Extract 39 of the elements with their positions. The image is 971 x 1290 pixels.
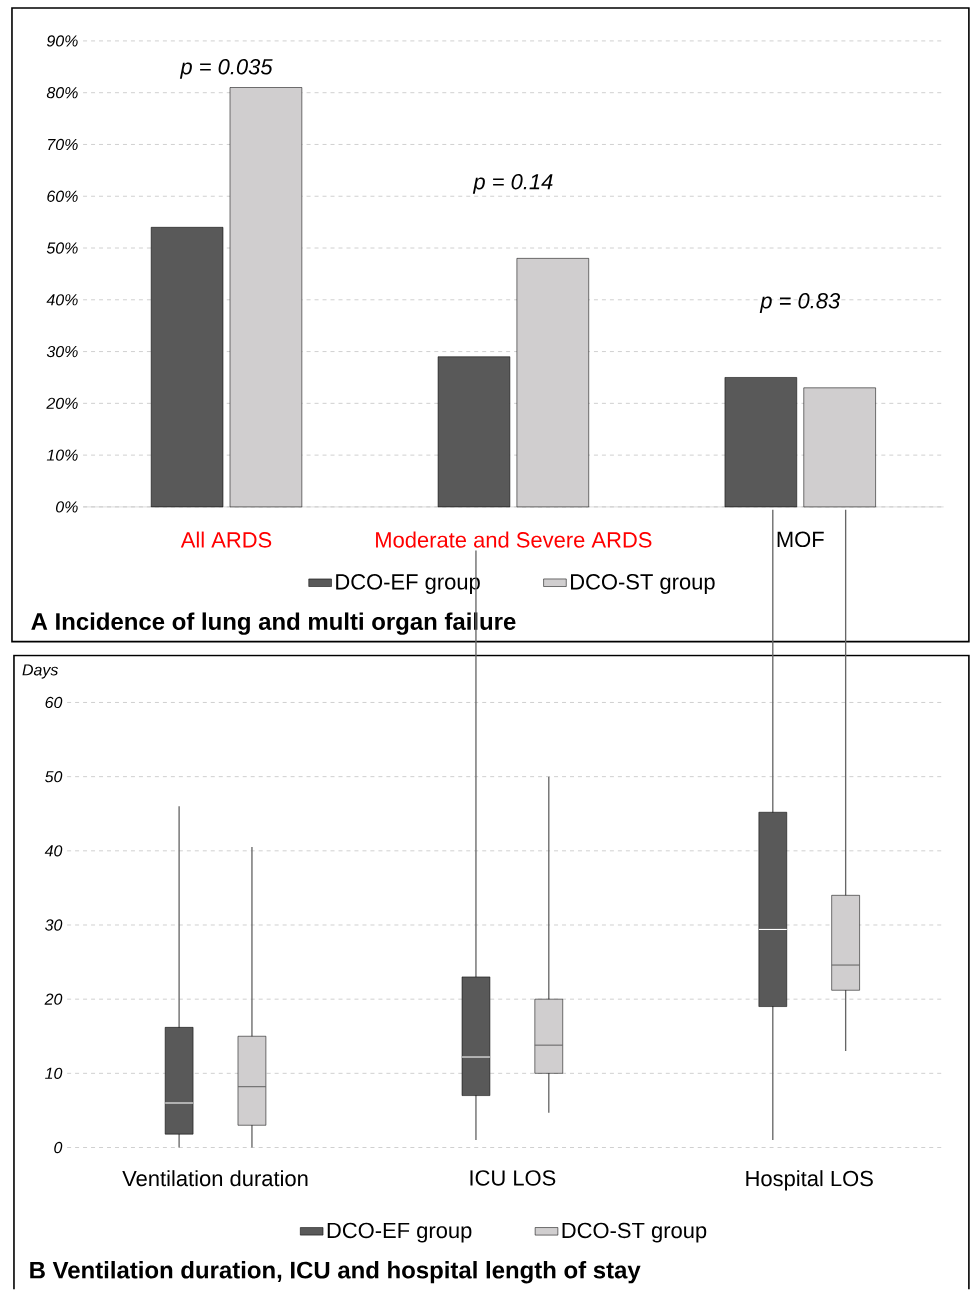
x-tick-label: ICU LOS [470,1170,556,1186]
y-tick-label: 60% [47,190,78,202]
x-tick-label: Ventilation duration [122,1170,308,1187]
y-tick-label: 90% [47,35,78,47]
x-tick-label: MOF [777,531,824,548]
y-tick-label: 40% [46,294,78,306]
annotation: p = 0.14 [472,173,553,194]
x-tick-label: Moderate and Severe ARDS [376,531,652,548]
y-tick-label: 0% [56,501,78,513]
legend-label: DCO-EF group [336,574,480,594]
y-tick-label: 30 [45,919,63,931]
y-tick-label: 30% [46,345,78,358]
annotation: p = 0.035 [179,58,273,79]
bar [437,356,511,508]
y-tick-label: 50% [46,242,78,254]
x-tick-label: Hospital LOS [746,1170,873,1191]
bar [229,87,303,508]
y-axis-title: Days [22,664,59,679]
bar [803,387,876,508]
legend-label: DCO-ST group [571,574,715,594]
y-tick-label: 10% [46,449,78,461]
bar [516,258,590,508]
y-tick-label: 20 [44,993,63,1005]
bar [150,227,224,508]
y-tick-label: 70% [48,138,78,151]
bar [724,377,798,508]
annotation: p = 0.83 [759,292,841,313]
text: A Incidence of lung and multi organ failure [31,612,516,635]
y-tick-label: 40 [44,845,63,857]
y-tick-label: 0 [54,1141,63,1154]
y-tick-label: 10 [45,1067,63,1079]
x-tick-label: All ARDS [180,531,272,548]
text: B Ventilation duration, ICU and hospital length of stay [30,1261,641,1284]
y-tick-label: 20% [46,397,78,409]
legend-label: DCO-EF group [327,1222,472,1243]
y-tick-label: 60 [45,696,63,709]
legend-label: DCO-ST group [562,1222,707,1243]
y-tick-label: 50 [45,771,63,783]
y-tick-label: 80% [46,87,78,99]
